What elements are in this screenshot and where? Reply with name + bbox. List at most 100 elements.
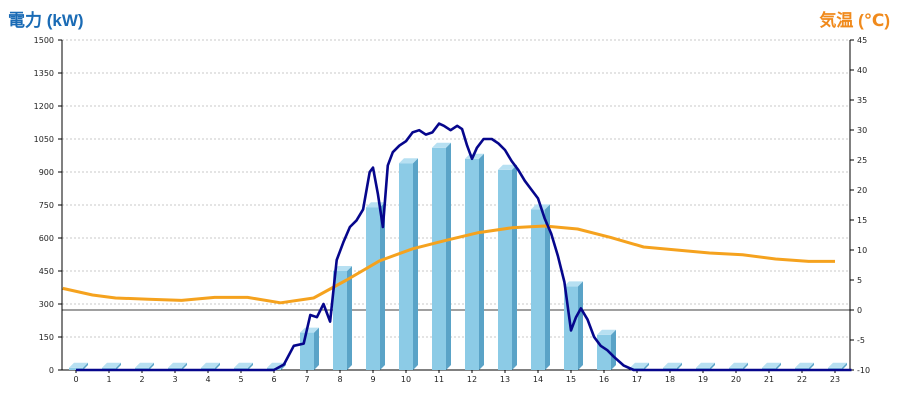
bar-front <box>432 147 446 370</box>
temperature-line <box>62 224 835 305</box>
bar-top <box>300 327 319 333</box>
bar-top <box>168 362 187 368</box>
bar <box>531 204 550 370</box>
x-tick-label: 1 <box>106 375 111 384</box>
right-axis-title: 気温 (℃) <box>819 11 890 30</box>
x-tick-label: 20 <box>731 375 741 384</box>
bar-top <box>630 362 649 368</box>
left-tick-label: 1050 <box>34 135 54 144</box>
bar-side <box>149 362 154 370</box>
bar-side <box>215 362 220 370</box>
left-axis-title: 電力 (kW) <box>8 11 84 30</box>
bar-top <box>201 362 220 368</box>
x-tick-label: 22 <box>797 375 807 384</box>
right-tick-label: 20 <box>857 186 867 195</box>
bar-side <box>83 362 88 370</box>
bar-side <box>380 202 385 370</box>
x-tick-label: 13 <box>500 375 510 384</box>
x-tick-label: 2 <box>139 375 144 384</box>
bar-top <box>102 362 121 368</box>
x-tick-label: 7 <box>304 375 309 384</box>
right-tick-label: 25 <box>857 156 867 165</box>
bar-top <box>234 362 253 368</box>
series-lines <box>62 122 852 372</box>
bar-side <box>842 362 847 370</box>
x-tick-label: 21 <box>764 375 774 384</box>
left-tick-label: 0 <box>49 366 54 375</box>
x-tick-label: 23 <box>830 375 840 384</box>
right-tick-label: 0 <box>857 306 862 315</box>
bar-side <box>512 164 517 370</box>
x-tick-label: 12 <box>467 375 477 384</box>
bar-side <box>545 204 550 370</box>
bar-top <box>69 362 88 368</box>
power-line <box>76 122 852 372</box>
bar-side <box>776 362 781 370</box>
bar-side <box>479 153 484 370</box>
bar-top <box>432 142 451 148</box>
bar <box>333 266 352 370</box>
x-tick-label: 3 <box>172 375 177 384</box>
grid-lines <box>62 39 850 338</box>
bar-side <box>347 266 352 370</box>
x-tick-label: 0 <box>73 375 78 384</box>
right-tick-label: 5 <box>857 276 862 285</box>
bar-side <box>248 362 253 370</box>
x-tick-label: 16 <box>599 375 609 384</box>
right-tick-label: 10 <box>857 246 867 255</box>
bar-front <box>399 163 413 370</box>
bar-top <box>696 362 715 368</box>
bar-top <box>333 266 352 271</box>
x-tick-label: 4 <box>205 375 210 384</box>
left-tick-label: 450 <box>39 267 54 276</box>
bar <box>432 142 451 370</box>
bar <box>498 164 517 370</box>
bar-side <box>578 281 583 370</box>
x-tick-label: 17 <box>632 375 642 384</box>
left-tick-label: 900 <box>39 168 54 177</box>
bar-side <box>677 362 682 370</box>
bar-side <box>644 362 649 370</box>
x-tick-label: 11 <box>434 375 444 384</box>
left-tick-label: 1500 <box>34 36 54 45</box>
right-tick-label: -5 <box>857 336 865 345</box>
bar-front <box>300 332 314 370</box>
left-tick-label: 150 <box>39 333 54 342</box>
bar-top <box>828 362 847 368</box>
bar <box>465 153 484 370</box>
bar-top <box>135 362 154 368</box>
x-tick-label: 15 <box>566 375 576 384</box>
power-bars <box>69 142 847 370</box>
bar-side <box>743 362 748 370</box>
axes <box>58 39 854 373</box>
right-tick-label: -10 <box>857 366 870 375</box>
x-tick-label: 10 <box>401 375 411 384</box>
tick-labels: 01503004506007509001050120013501500-10-5… <box>34 36 870 384</box>
bar-side <box>182 362 187 370</box>
left-tick-label: 300 <box>39 300 54 309</box>
bar-side <box>809 362 814 370</box>
left-tick-label: 600 <box>39 234 54 243</box>
bar-side <box>611 329 616 370</box>
right-tick-label: 45 <box>857 36 867 45</box>
bar-front <box>366 207 380 370</box>
right-tick-label: 35 <box>857 96 867 105</box>
x-tick-label: 18 <box>665 375 675 384</box>
left-tick-label: 1350 <box>34 69 54 78</box>
bar-front <box>333 271 347 370</box>
bar <box>399 158 418 370</box>
right-tick-label: 15 <box>857 216 867 225</box>
left-tick-label: 1200 <box>34 102 54 111</box>
bar-side <box>446 142 451 370</box>
bar-top <box>498 164 517 170</box>
x-tick-label: 9 <box>370 375 375 384</box>
bar-side <box>314 327 319 370</box>
bar-side <box>116 362 121 370</box>
right-tick-label: 30 <box>857 126 867 135</box>
bar-side <box>413 158 418 370</box>
bar-top <box>762 362 781 368</box>
bar-front <box>531 209 545 370</box>
bar-top <box>729 362 748 368</box>
x-tick-label: 14 <box>533 375 543 384</box>
